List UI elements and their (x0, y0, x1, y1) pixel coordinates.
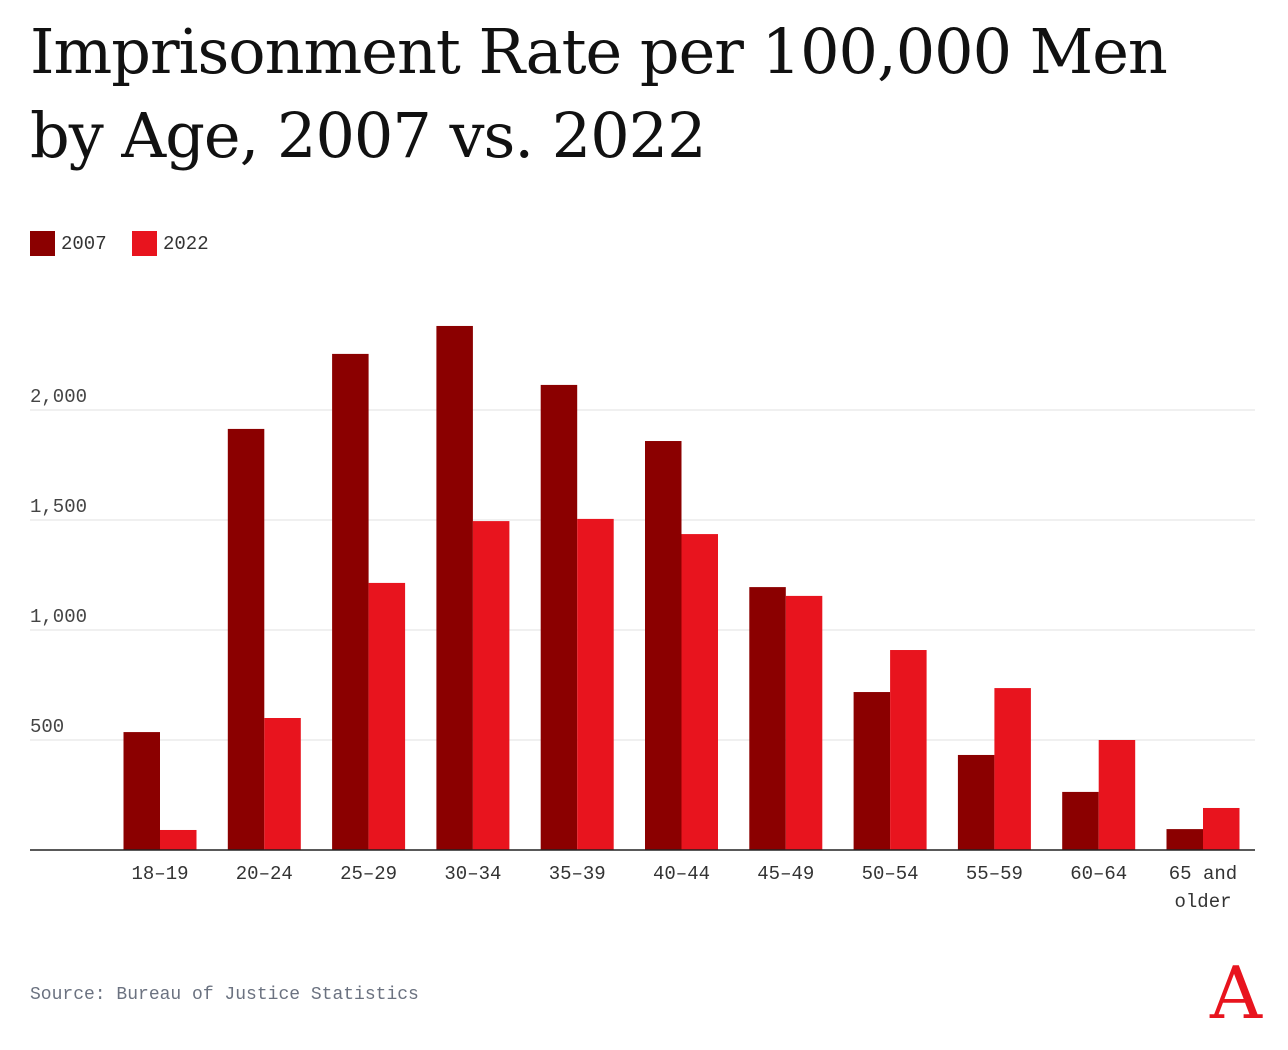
bar-2022-20–24 (264, 718, 301, 850)
y-tick-label: 1,500 (30, 496, 87, 518)
x-tick-label: 30–34 (444, 863, 501, 885)
bar-2022-35–39 (577, 518, 614, 850)
bar-2022-45–49 (785, 595, 823, 850)
x-tick-label: 55–59 (966, 863, 1023, 885)
bar-2022-65 and older (1203, 807, 1240, 850)
bar-2007-55–59 (957, 754, 995, 850)
x-tick-label: 35–39 (549, 863, 606, 885)
legend-label-2007: 2007 (61, 233, 107, 255)
bar-2007-35–39 (540, 384, 578, 850)
bar-2022-18–19 (160, 829, 197, 850)
bar-2022-50–54 (890, 650, 927, 850)
bar-2007-30–34 (436, 325, 473, 851)
bar-2007-60–64 (1062, 791, 1099, 850)
x-tick-label: 18–19 (131, 863, 188, 885)
bar-2007-20–24 (227, 428, 265, 850)
chart-title: Imprisonment Rate per 100,000 Men by Age… (30, 15, 1168, 172)
source-note: Source: Bureau of Justice Statistics (30, 985, 419, 1005)
bar-2022-60–64 (1098, 740, 1136, 850)
x-tick-label: 45–49 (757, 863, 814, 885)
x-tick-label: 50–54 (862, 863, 919, 885)
bar-2007-45–49 (749, 587, 786, 850)
x-tick-label: 60–64 (1070, 863, 1127, 885)
y-tick-label: 1,000 (30, 606, 87, 628)
bar-2007-25–29 (332, 353, 369, 850)
x-tick-label: 65 and (1169, 863, 1237, 885)
bar-2007-18–19 (123, 732, 160, 850)
bar-2022-40–44 (681, 534, 718, 850)
bar-2007-50–54 (853, 692, 891, 850)
legend-swatch-2022 (132, 231, 157, 256)
bar-2007-65 and older (1166, 829, 1203, 850)
bar-2022-25–29 (368, 582, 406, 850)
logo: A (1209, 951, 1263, 1035)
bar-2022-30–34 (472, 521, 510, 850)
x-tick-label: older (1174, 891, 1231, 913)
x-tick-label: 25–29 (340, 863, 397, 885)
legend-swatch-2007 (30, 231, 55, 256)
legend-label-2022: 2022 (163, 233, 209, 255)
x-tick-label: 40–44 (653, 863, 710, 885)
bar-2007-40–44 (645, 441, 682, 850)
y-tick-label: 500 (30, 716, 64, 738)
x-tick-label: 20–24 (236, 863, 293, 885)
bar-2022-55–59 (994, 688, 1031, 850)
y-tick-label: 2,000 (30, 386, 87, 408)
